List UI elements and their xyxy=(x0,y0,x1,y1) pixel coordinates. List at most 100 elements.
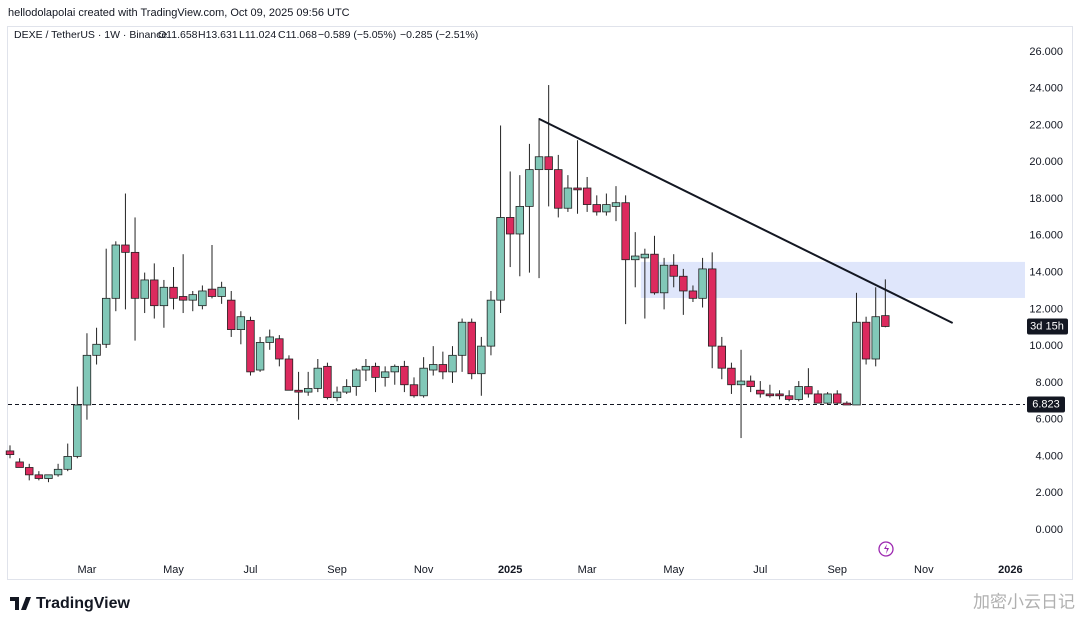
legend-low: L11.024 xyxy=(239,29,276,41)
candle-body xyxy=(246,319,255,373)
candle-body xyxy=(342,386,351,393)
x-tick-label: Sep xyxy=(827,564,847,576)
candle-body xyxy=(582,187,592,205)
candle-body xyxy=(409,384,419,397)
x-tick-label: 2025 xyxy=(498,564,522,576)
candle-body xyxy=(217,286,226,297)
candle-body xyxy=(34,474,44,479)
price-label-box xyxy=(1027,396,1065,413)
y-tick-label: 8.000 xyxy=(1035,377,1063,389)
candle-body xyxy=(284,358,294,391)
candle-body xyxy=(467,321,476,375)
event-icon xyxy=(878,541,894,557)
y-tick-label: 10.000 xyxy=(1029,340,1063,352)
candle-body xyxy=(717,345,727,369)
candle-body xyxy=(784,395,794,400)
candle-body xyxy=(323,365,332,399)
candle-body xyxy=(159,286,169,307)
candle-body xyxy=(101,297,111,345)
y-tick-label: 26.000 xyxy=(1029,46,1063,58)
candle-body xyxy=(650,253,659,294)
countdown: 3d 15h xyxy=(1030,320,1064,332)
y-tick-label: 6.000 xyxy=(1035,414,1063,426)
candle-body xyxy=(794,386,803,400)
candle-body xyxy=(679,275,688,292)
countdown-box xyxy=(1027,318,1068,335)
brand: TradingView xyxy=(36,595,131,612)
legend-close: C11.068 xyxy=(278,29,317,41)
candle-body xyxy=(592,204,601,213)
candle-body xyxy=(640,253,650,259)
candle-body xyxy=(25,467,34,476)
y-tick-label: 18.000 xyxy=(1029,193,1063,205)
candle-body xyxy=(563,187,573,209)
candle-body xyxy=(255,342,265,371)
trendline xyxy=(538,117,954,324)
candle-body xyxy=(602,204,611,213)
y-tick-label: 22.000 xyxy=(1029,119,1063,131)
candle-body xyxy=(525,169,534,207)
candle-body xyxy=(169,286,178,299)
candle-body xyxy=(438,364,448,373)
symbol: DEXE / TetherUS · 1W · Binance xyxy=(14,29,167,41)
candle-body xyxy=(669,264,678,277)
x-tick-label: Jul xyxy=(753,564,767,576)
candle-body xyxy=(505,217,515,235)
y-tick-label: 24.000 xyxy=(1029,83,1063,95)
candle-body xyxy=(44,474,53,479)
candle-body xyxy=(121,244,130,253)
brand-logo xyxy=(10,597,31,610)
candle-body xyxy=(130,251,140,299)
candle-body xyxy=(486,299,496,347)
price-label: 6.823 xyxy=(1032,398,1060,410)
x-tick-label: Nov xyxy=(414,564,434,576)
attribution: hellodolapolai created with TradingView.… xyxy=(8,7,350,19)
candle-body xyxy=(688,290,698,299)
candle-body xyxy=(236,316,246,330)
candle-body xyxy=(188,294,197,301)
candle-body xyxy=(53,468,63,476)
candle-body xyxy=(275,338,284,360)
candle-body xyxy=(361,365,371,371)
candle-body xyxy=(265,336,274,343)
x-tick-label: 2026 xyxy=(998,564,1022,576)
candle-body xyxy=(698,268,707,299)
candle-body xyxy=(457,321,467,356)
candle-body xyxy=(448,354,457,373)
legend-change: −0.589 (−5.05%) xyxy=(318,29,396,41)
y-tick-label: 2.000 xyxy=(1035,487,1063,499)
candle-body xyxy=(92,343,101,356)
candle-body xyxy=(82,354,92,406)
candle-body xyxy=(871,316,880,360)
watermark: 加密小云日记 xyxy=(973,592,1075,611)
candle-body xyxy=(313,367,323,389)
chart-frame xyxy=(7,26,1073,580)
candle-body xyxy=(419,367,428,397)
candle-body xyxy=(775,393,784,397)
candle-body xyxy=(207,288,217,297)
candle-body xyxy=(15,461,24,468)
event-icon-bolt xyxy=(884,544,889,554)
candle-body xyxy=(178,296,188,301)
candle-body xyxy=(400,365,409,386)
candle-body xyxy=(198,290,207,307)
candle-body xyxy=(833,393,842,404)
legend-change-pct: −0.285 (−2.51%) xyxy=(400,29,478,41)
candle-body xyxy=(429,364,438,371)
candle-body xyxy=(746,380,755,387)
candle-body xyxy=(554,169,563,209)
y-tick-label: 16.000 xyxy=(1029,230,1063,242)
candle-body xyxy=(573,187,582,191)
candle-body xyxy=(150,279,159,307)
candle-body xyxy=(111,244,121,299)
candle-body xyxy=(544,156,553,171)
x-tick-label: Sep xyxy=(327,564,347,576)
candle-body xyxy=(73,404,82,457)
y-tick-label: 14.000 xyxy=(1029,266,1063,278)
x-tick-label: Jul xyxy=(243,564,257,576)
x-tick-label: May xyxy=(163,564,184,576)
candle-body xyxy=(227,299,236,330)
candle-body xyxy=(727,367,736,386)
